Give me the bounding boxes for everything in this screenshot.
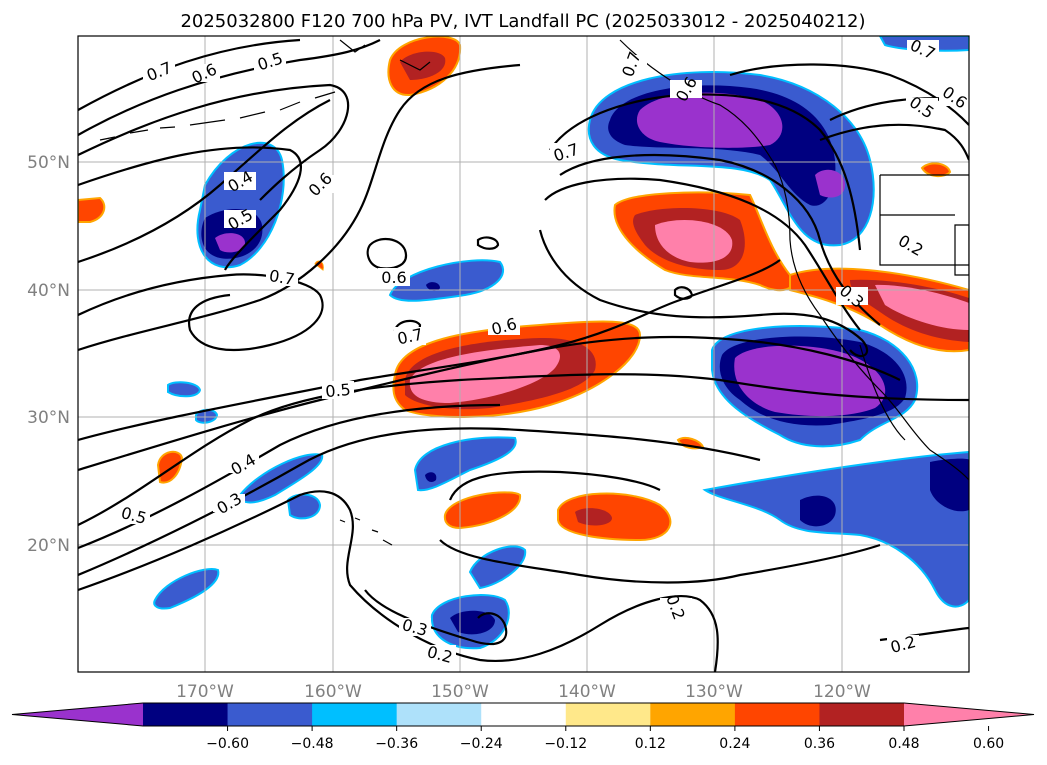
neg-anomaly-central-north-core xyxy=(426,282,440,291)
shaded-fields xyxy=(78,36,969,650)
neg-anomaly-central-north xyxy=(388,259,505,302)
lon-tick-label: 160°W xyxy=(304,682,362,702)
pos-anomaly-west-small xyxy=(156,450,184,484)
latitude-labels: 50°N 40°N 30°N 20°N xyxy=(27,153,70,556)
longitude-labels: 170°W 160°W 150°W 140°W 130°W 120°W xyxy=(176,682,871,702)
colorbar-tick-label: −0.12 xyxy=(544,736,587,752)
lon-tick-label: 140°W xyxy=(558,682,616,702)
pv-contours xyxy=(78,38,969,672)
lon-tick-label: 150°W xyxy=(431,682,489,702)
lat-tick-label: 20°N xyxy=(27,536,70,556)
colorbar-bin xyxy=(819,703,905,726)
pos-anomaly-west-edge xyxy=(78,196,106,223)
map-area: 0.7 0.6 0.5 0.7 0.6 0.4 0.5 0.7 0.6 0.7 … xyxy=(77,35,971,673)
pos-anomaly-central-peak xyxy=(409,345,560,403)
neg-anomaly-southeast-core2 xyxy=(930,458,969,512)
neg-anomaly-west-c xyxy=(153,568,220,610)
neg-anomaly-southeast-core xyxy=(800,495,836,527)
colorbar-bin xyxy=(650,703,736,726)
colorbar-bin xyxy=(227,703,313,726)
pos-anomaly-south-a xyxy=(443,491,522,530)
colorbar-tick-label: −0.36 xyxy=(375,736,418,752)
colorbar-tick-label: 0.36 xyxy=(804,736,835,752)
contour-label: 0.7 xyxy=(396,325,425,349)
neg-anomaly-south-central-core xyxy=(425,472,437,483)
map-title: 2025032800 F120 700 hPa PV, IVT Landfall… xyxy=(180,11,865,32)
colorbar-bin xyxy=(312,703,398,726)
pos-anomaly-north-core xyxy=(400,51,446,80)
lat-tick-label: 30°N xyxy=(27,408,70,428)
contour-label: 0.5 xyxy=(325,380,352,401)
colorbar-extend-max xyxy=(904,703,1034,726)
pos-anomaly-south-b xyxy=(557,492,672,542)
colorbar-tick-label: 0.60 xyxy=(973,736,1004,752)
neg-anomaly-west-d xyxy=(167,381,202,398)
colorbar-tick-label: 0.12 xyxy=(635,736,666,752)
gridlines xyxy=(78,36,969,672)
pos-anomaly-south-b-core xyxy=(575,508,612,526)
pos-anomaly-offshore-peak xyxy=(655,220,733,263)
colorbar-tick-label: −0.60 xyxy=(206,736,249,752)
contour-label: 0.6 xyxy=(381,268,406,287)
colorbar-bin xyxy=(565,703,651,726)
colorbar-bin xyxy=(143,703,229,726)
colorbar-tick-label: −0.48 xyxy=(291,736,334,752)
lon-tick-label: 120°W xyxy=(813,682,871,702)
neg-anomaly-nw-peak xyxy=(215,233,245,253)
colorbar-bin xyxy=(396,703,482,726)
neg-anomaly-baja-peak xyxy=(734,345,886,417)
neg-anomaly-hawaii-east xyxy=(468,545,527,590)
colorbar-outline xyxy=(11,702,1035,727)
neg-anomaly-ne-peak xyxy=(636,92,783,148)
colorbar-bin xyxy=(481,703,567,726)
contour-labels: 0.7 0.6 0.5 0.7 0.6 0.4 0.5 0.7 0.6 0.7 … xyxy=(118,35,971,667)
neg-anomaly-southeast xyxy=(702,450,969,608)
neg-anomaly-west-a xyxy=(238,453,324,504)
lon-tick-label: 130°W xyxy=(685,682,743,702)
lat-tick-label: 50°N xyxy=(27,153,70,173)
neg-anomaly-south-central xyxy=(413,436,517,492)
map-frame xyxy=(77,35,970,673)
colorbar: −0.60 −0.48 −0.36 −0.24 −0.12 0.12 0.24 0.36 0.4… xyxy=(11,702,1035,752)
pos-anomaly-dot-b xyxy=(920,162,952,178)
colorbar-extend-min xyxy=(12,703,143,726)
contour-label: 0.7 xyxy=(268,266,296,289)
colorbar-tick-label: 0.24 xyxy=(719,736,750,752)
colorbar-bin xyxy=(734,703,820,726)
lon-tick-label: 170°W xyxy=(176,682,234,702)
lat-tick-label: 40°N xyxy=(27,281,70,301)
pos-anomaly-coast-peak xyxy=(875,284,969,330)
colorbar-tick-label: −0.24 xyxy=(460,736,503,752)
colorbar-tick-label: 0.48 xyxy=(888,736,919,752)
neg-anomaly-hawaii-south-core xyxy=(450,610,495,635)
neg-anomaly-ne-peak2 xyxy=(815,169,845,198)
